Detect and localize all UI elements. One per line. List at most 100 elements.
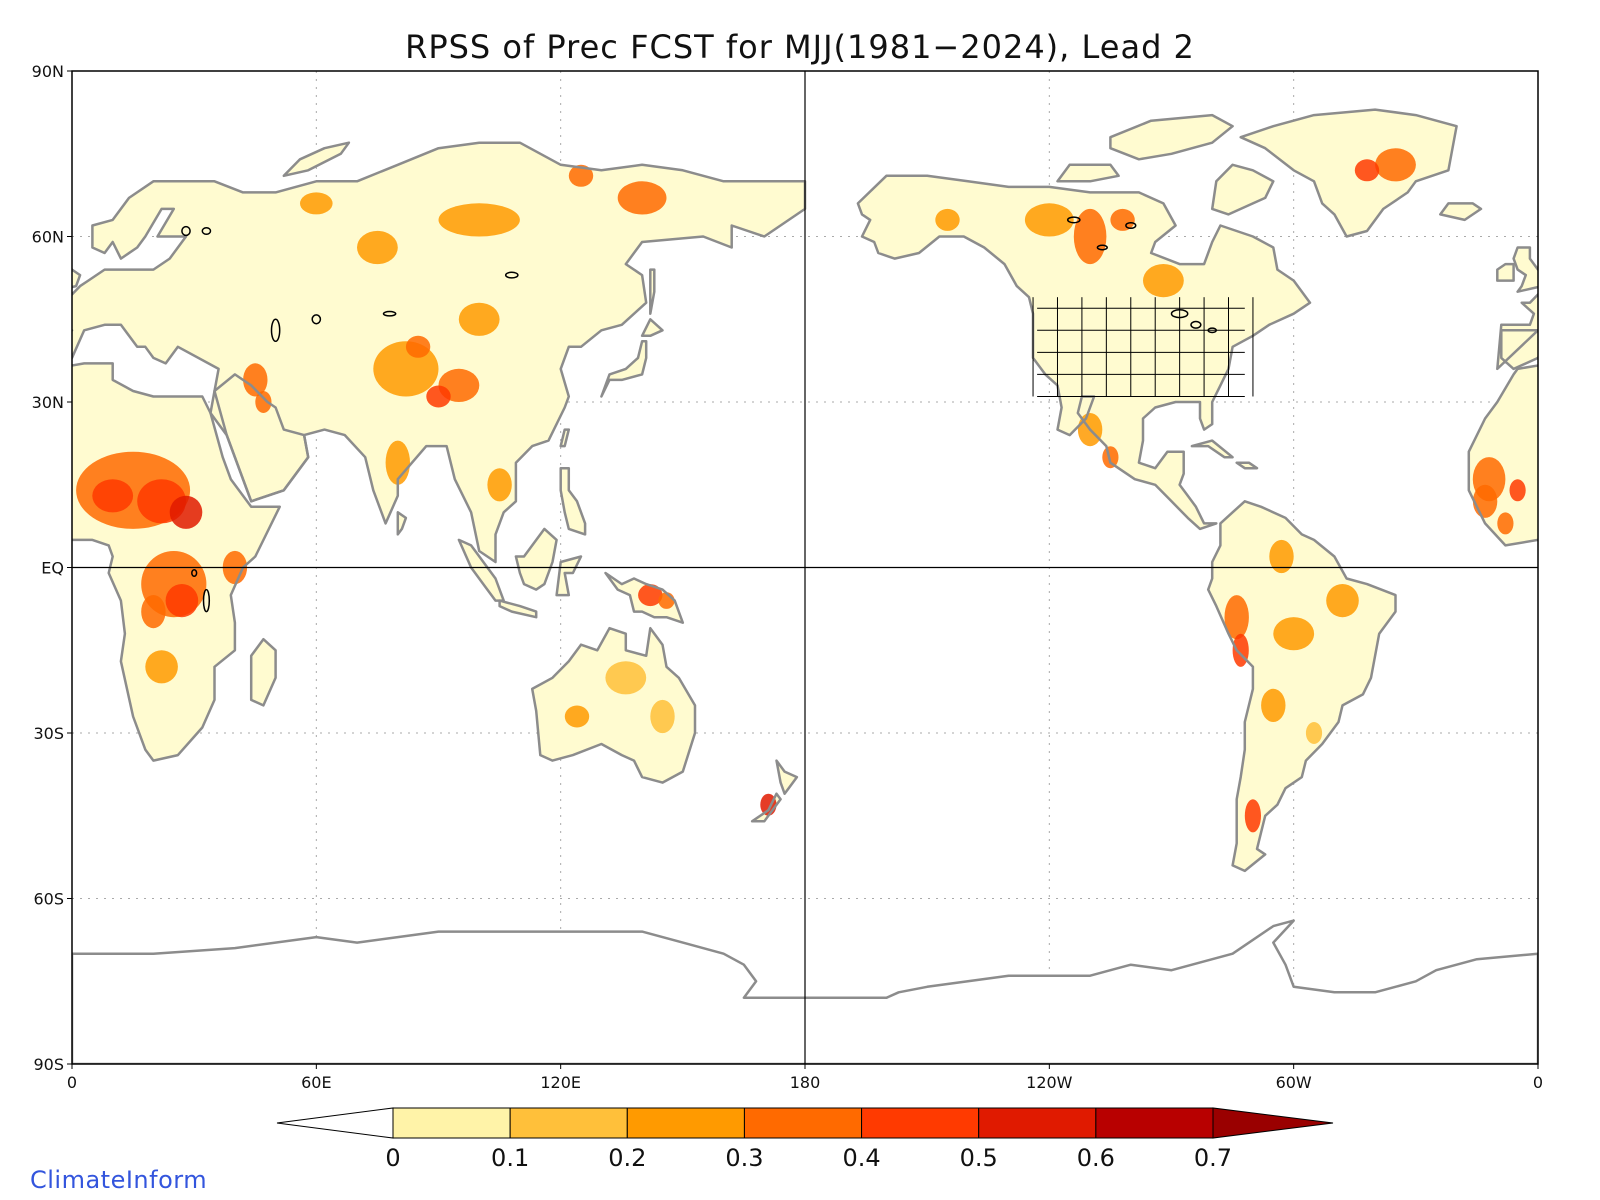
coastline-baffin xyxy=(1210,163,1275,216)
coastline-arabia_fill xyxy=(213,373,310,503)
rpss-patch xyxy=(458,302,500,336)
rpss-patch xyxy=(169,495,203,529)
lon-tick-label: 60E xyxy=(301,1073,331,1092)
chart-title: RPSS of Prec FCST for MJJ(1981−2024), Le… xyxy=(405,28,1195,66)
lat-tick-label: 30N xyxy=(32,393,64,412)
coastline-srilanka xyxy=(396,511,408,536)
rpss-patch xyxy=(92,479,134,513)
rpss-patch xyxy=(426,385,451,408)
lon-tick-label: 0 xyxy=(67,1073,77,1092)
lat-tick-label: 60S xyxy=(33,890,64,909)
coastline-uk xyxy=(72,267,82,289)
coastline-iceland xyxy=(0,203,15,220)
land-borneo xyxy=(515,528,557,590)
rpss-patch xyxy=(438,203,520,237)
lake-outline xyxy=(382,310,397,317)
coastline-s_america xyxy=(1206,500,1397,873)
coastline-nz_n xyxy=(775,759,799,795)
colorbar-tick-label: 0.6 xyxy=(1077,1144,1115,1172)
coastline-australia xyxy=(530,626,697,784)
rpss-patch xyxy=(243,363,268,397)
rpss-patch xyxy=(935,208,960,231)
land-eurasia xyxy=(1497,294,1538,369)
coastline-ireland xyxy=(31,264,47,281)
lake-outline xyxy=(1125,221,1137,230)
colorbar-tick-label: 0.2 xyxy=(608,1144,646,1172)
coastline-novaya xyxy=(282,141,351,178)
rpss-field xyxy=(7,148,1526,833)
colorbar-tick-label: 0.1 xyxy=(491,1144,529,1172)
rpss-patch xyxy=(1073,208,1107,265)
land-australia xyxy=(532,628,695,783)
lat-tick-label: EQ xyxy=(41,559,64,578)
rpss-patch xyxy=(605,661,647,695)
rpss-patch xyxy=(300,192,333,215)
land-java xyxy=(499,600,537,618)
coastline-java xyxy=(498,599,538,619)
land-novaya xyxy=(283,142,349,176)
colorbar-swatch xyxy=(978,1107,1097,1139)
rpss-patch xyxy=(1305,722,1323,744)
rpss-patch xyxy=(1143,264,1184,298)
coastline-nz_s xyxy=(750,792,782,823)
land-antarctica xyxy=(72,920,1538,1064)
lake-outline xyxy=(202,588,211,613)
coastline-ellesmere xyxy=(1109,113,1234,161)
rpss-patch xyxy=(1497,512,1514,535)
colorbar-swatch xyxy=(509,1107,628,1139)
land-ireland xyxy=(31,264,47,281)
coastline-madagascar xyxy=(249,637,277,707)
coastline-antarctica xyxy=(72,919,1538,1064)
colorbar-tick-label: 0.3 xyxy=(725,1144,763,1172)
colorbar-high-arrow xyxy=(1212,1107,1334,1139)
lakes-and-borders xyxy=(181,216,1254,613)
latitude-labels: 90N 60N 30N EQ 30S 60S 90S xyxy=(32,62,72,1074)
rpss-patch xyxy=(1244,799,1261,833)
land-baffin xyxy=(1212,164,1274,215)
rpss-patch xyxy=(1273,617,1315,651)
rpss-patch xyxy=(1102,446,1119,469)
colorbar-low-arrow xyxy=(276,1107,394,1139)
rpss-patch xyxy=(617,181,667,215)
coastline-victoria_isl xyxy=(1056,163,1120,183)
rpss-patch xyxy=(357,230,398,265)
map-panel xyxy=(0,70,1539,1065)
rpss-patch xyxy=(1224,595,1249,640)
lake-outline xyxy=(201,226,212,236)
land-uk xyxy=(1513,247,1538,292)
colorbar-swatch xyxy=(626,1107,745,1139)
coastline-hispaniola xyxy=(1235,461,1259,470)
lat-tick-label: 60N xyxy=(32,228,64,247)
land-iceland xyxy=(0,203,15,220)
colorbar-tick-label: 0 xyxy=(385,1144,400,1172)
colorbar-tick-label: 0.4 xyxy=(842,1144,880,1172)
lake-outline xyxy=(504,271,519,279)
coastline-japan xyxy=(600,340,648,398)
colorbar-tick-label: 0.5 xyxy=(960,1144,998,1172)
rpss-patch xyxy=(7,457,40,501)
colorbar-tick-label: 0.7 xyxy=(1194,1144,1232,1172)
rpss-patch xyxy=(650,699,675,734)
lake-outline xyxy=(181,225,191,237)
rpss-patch xyxy=(1326,584,1359,618)
lake-outline xyxy=(1066,216,1081,224)
lon-tick-label: 120W xyxy=(1026,1073,1073,1092)
land-arabia_fill xyxy=(214,374,309,502)
rpss-patch xyxy=(638,584,663,607)
coastline-taiwan xyxy=(559,428,571,448)
rpss-patch xyxy=(1110,208,1135,231)
colorbar-swatch xyxy=(1095,1107,1214,1139)
land-greenland xyxy=(1240,109,1457,237)
lat-tick-label: 90N xyxy=(32,62,64,81)
rpss-patch xyxy=(165,584,199,618)
rpss-patch xyxy=(405,335,431,358)
coastline-hokkaido xyxy=(640,318,664,338)
lon-tick-label: 60W xyxy=(1276,1073,1312,1092)
land-sumatra xyxy=(458,539,504,601)
coastline-borneo xyxy=(514,527,558,591)
rpss-patch xyxy=(141,595,166,629)
lat-tick-label: 30S xyxy=(33,724,64,743)
lake-outline xyxy=(1190,320,1202,329)
rpss-patch xyxy=(564,705,590,728)
